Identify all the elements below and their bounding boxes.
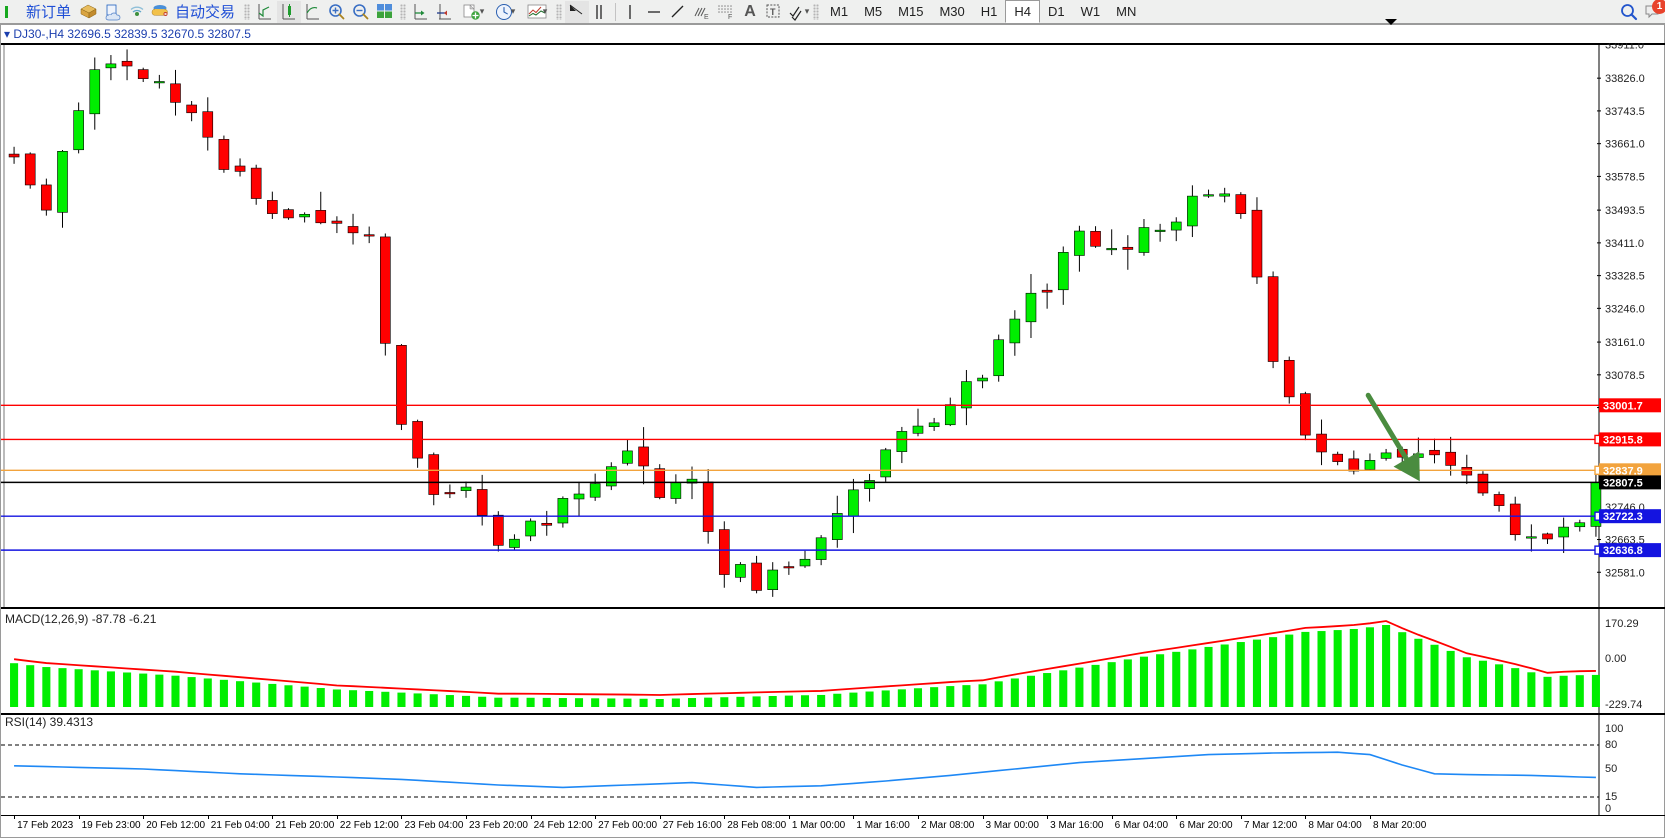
svg-text:33161.0: 33161.0 (1605, 337, 1645, 349)
svg-text:T: T (770, 7, 776, 17)
svg-text:80: 80 (1605, 739, 1617, 751)
svg-text:33493.5: 33493.5 (1605, 205, 1645, 217)
svg-text:32722.3: 32722.3 (1603, 511, 1643, 523)
svg-text:32581.0: 32581.0 (1605, 567, 1645, 579)
svg-text:33743.5: 33743.5 (1605, 106, 1645, 118)
svg-text:33911.0: 33911.0 (1605, 43, 1644, 51)
svg-text:0: 0 (1605, 803, 1611, 815)
svg-text:32807.5: 32807.5 (1603, 477, 1643, 489)
svg-text:MACD(12,26,9) -87.78 -6.21: MACD(12,26,9) -87.78 -6.21 (5, 612, 157, 626)
svg-text:50: 50 (1605, 763, 1617, 775)
svg-text:33246.0: 33246.0 (1605, 303, 1645, 315)
svg-text:100: 100 (1605, 723, 1623, 735)
svg-text:33411.0: 33411.0 (1605, 238, 1644, 250)
svg-text:170.29: 170.29 (1605, 618, 1639, 630)
svg-text:F: F (728, 14, 732, 21)
svg-text:32636.8: 32636.8 (1603, 545, 1643, 557)
svg-text:33328.5: 33328.5 (1605, 271, 1645, 283)
svg-text:33578.5: 33578.5 (1605, 171, 1645, 183)
svg-text:32915.8: 32915.8 (1603, 434, 1643, 446)
svg-text:33826.0: 33826.0 (1605, 73, 1645, 85)
svg-text:E: E (704, 14, 709, 21)
svg-text:33001.7: 33001.7 (1603, 400, 1643, 412)
svg-text:RSI(14) 39.4313: RSI(14) 39.4313 (5, 715, 93, 729)
svg-text:15: 15 (1605, 791, 1617, 803)
svg-text:33661.0: 33661.0 (1605, 139, 1645, 151)
svg-text:-229.74: -229.74 (1605, 699, 1642, 711)
svg-text:0.00: 0.00 (1605, 653, 1626, 665)
svg-text:33078.5: 33078.5 (1605, 370, 1645, 382)
